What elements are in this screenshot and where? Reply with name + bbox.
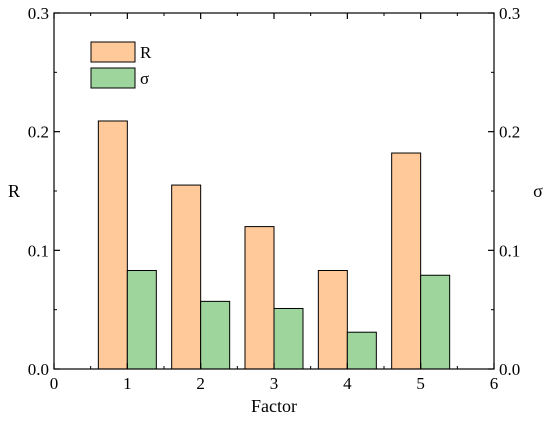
y2-tick-label: 0.1 (499, 241, 520, 260)
x-tick-label: 3 (270, 374, 279, 393)
bars-layer (97, 120, 451, 370)
y2-tick-label: 0.3 (499, 4, 520, 23)
bar-r-4 (317, 270, 348, 370)
bar-r-2 (171, 184, 202, 370)
y-tick-label: 0.3 (28, 4, 49, 23)
y2-axis-title: σ (533, 181, 543, 201)
y-tick-label: 0.1 (28, 241, 49, 260)
y2-tick-label: 0.2 (499, 123, 520, 142)
bar-sigma-1 (126, 270, 157, 370)
legend: Rσ (90, 41, 152, 89)
bar-r-1 (97, 120, 128, 370)
y-tick-label: 0.2 (28, 123, 49, 142)
bar-r-5 (391, 152, 422, 370)
x-tick-label: 5 (416, 374, 425, 393)
legend-label-sigma: σ (140, 69, 149, 88)
x-tick-label: 6 (490, 374, 499, 393)
y-tick-label: 0.0 (28, 360, 49, 379)
y2-tick-label: 0.0 (499, 360, 520, 379)
y-axis-title: R (8, 181, 20, 201)
bar-r-3 (244, 226, 275, 370)
legend-swatch-r (90, 41, 136, 63)
x-tick-label: 1 (123, 374, 132, 393)
ticks-layer: 0.0 0.1 0.2 0.3 0.0 0.1 0.2 0.3 0 1 2 3 4 5 6 (28, 4, 521, 393)
x-tick-label: 2 (196, 374, 205, 393)
bar-sigma-3 (273, 307, 304, 370)
x-tick-label: 0 (50, 374, 59, 393)
bar-sigma-4 (346, 331, 377, 370)
x-axis-title: Factor (251, 396, 297, 416)
legend-swatch-sigma (90, 67, 136, 89)
legend-label-r: R (140, 43, 152, 62)
bar-sigma-5 (420, 274, 451, 370)
x-tick-label: 4 (343, 374, 352, 393)
bar-sigma-2 (200, 300, 231, 370)
